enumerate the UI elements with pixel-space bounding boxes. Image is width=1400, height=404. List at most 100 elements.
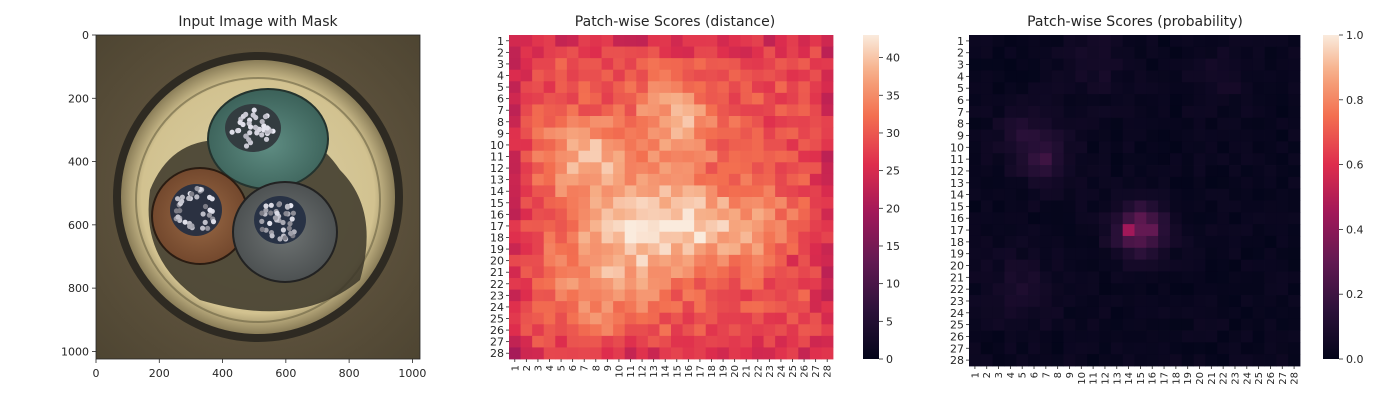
heatmap-cell: [775, 301, 788, 314]
heatmap-cell: [1028, 188, 1041, 201]
heatmap-cell: [1051, 153, 1064, 166]
heatmap-cell: [717, 278, 730, 290]
heatmap-cell: [717, 220, 730, 233]
heatmap-cell: [1039, 224, 1053, 237]
heatmap-cell: [1063, 153, 1076, 166]
heatmap-cell: [1004, 70, 1017, 83]
heatmap-cell: [578, 81, 591, 94]
heatmap-cell: [624, 104, 637, 117]
heatmap-cell: [1146, 105, 1159, 119]
heatmap-cell: [532, 92, 545, 105]
heatmap-cell: [520, 208, 533, 221]
heatmap-cell: [1193, 306, 1206, 320]
heatmap-cell: [763, 278, 776, 290]
heatmap-cell: [1075, 153, 1088, 166]
heatmap-cell: [728, 81, 741, 94]
heatmap-cell: [520, 301, 533, 314]
heatmap-cell: [775, 127, 788, 140]
heatmap-cell: [1004, 176, 1017, 190]
heatmap-cell: [1229, 70, 1242, 83]
heatmap-cell: [1288, 82, 1301, 95]
heatmap-cell: [682, 301, 695, 314]
heatmap-cell: [636, 220, 649, 233]
heatmap-cell: [705, 254, 718, 267]
heatmap-cell: [763, 254, 776, 267]
heatmap-cell: [705, 58, 718, 71]
heatmap-cell: [775, 139, 788, 152]
heatmap-cell: [682, 104, 695, 117]
heatmap-cell: [1276, 141, 1289, 154]
heatmap-cell: [555, 220, 568, 233]
heatmap-cell: [590, 46, 602, 59]
heatmap-cell: [1063, 212, 1076, 225]
heatmap-cell: [578, 278, 591, 290]
heatmap-cell: [1110, 70, 1124, 83]
heatmap-cell: [671, 69, 683, 82]
heatmap-cell: [671, 335, 683, 348]
heatmap-cell: [1039, 235, 1053, 249]
heatmap-cell: [1122, 82, 1135, 95]
heatmap-cell: [1075, 330, 1088, 343]
heatmap-cell: [969, 165, 982, 178]
heatmap-cell: [1169, 188, 1183, 201]
heatmap-cell: [809, 254, 822, 267]
heatmap-cell: [1229, 176, 1242, 190]
heatmap-cell: [1240, 82, 1254, 95]
heatmap-cell: [763, 139, 776, 152]
heatmap-cell: [728, 116, 741, 128]
heatmap-cell: [1028, 306, 1041, 320]
heatmap-cell: [1146, 330, 1159, 343]
heatmap-cell: [1264, 200, 1277, 213]
heatmap-cell: [694, 185, 707, 198]
heatmap-cell: [682, 139, 695, 152]
heatmap-cell: [980, 176, 994, 190]
heatmap-cell: [705, 243, 718, 256]
col-tick-label: 14: [1124, 372, 1135, 385]
heatmap-cell: [1252, 129, 1265, 142]
heatmap-cell: [659, 173, 672, 186]
heatmap-cell: [566, 46, 579, 59]
heatmap-cell: [1264, 82, 1277, 95]
heatmap-cell: [1063, 295, 1076, 308]
heatmap-cell: [1039, 82, 1053, 95]
heatmap-cell: [740, 92, 753, 105]
heatmap-cell: [555, 324, 568, 337]
heatmap-cell: [1276, 247, 1289, 261]
heatmap-cell: [969, 200, 982, 213]
heatmap-cell: [1146, 342, 1159, 355]
heatmap-cell: [647, 104, 660, 117]
strand: [200, 225, 206, 231]
heatmap-cell: [566, 347, 579, 360]
heatmap-cell: [728, 254, 741, 267]
heatmap-cell: [1217, 283, 1230, 296]
heatmap-cell: [992, 354, 1005, 367]
heatmap-cell: [1252, 35, 1265, 48]
heatmap-cell: [1288, 306, 1301, 320]
heatmap-cell: [543, 173, 556, 186]
heatmap-cell: [705, 139, 718, 152]
strand: [259, 210, 265, 216]
heatmap-cell: [821, 104, 834, 117]
heatmap-cell: [1039, 58, 1053, 71]
heatmap-cell: [636, 116, 649, 128]
heatmap-cell: [775, 104, 788, 117]
heatmap-cell: [740, 35, 753, 47]
heatmap-cell: [1016, 46, 1029, 60]
heatmap-cell: [1051, 295, 1064, 308]
heatmap-cell: [520, 46, 533, 59]
heatmap-cell: [555, 289, 568, 302]
heatmap-cell: [1169, 94, 1183, 107]
strand: [284, 204, 291, 210]
heatmap-cell: [705, 92, 718, 105]
heatmap-cell: [1051, 176, 1064, 190]
heatmap-cell: [1193, 212, 1206, 225]
heatmap-cell: [1134, 330, 1147, 343]
strand: [263, 136, 270, 142]
heatmap-cell: [671, 173, 683, 186]
heatmap-cell: [555, 127, 568, 140]
heatmap-cell: [532, 46, 545, 59]
heatmap-cell: [509, 301, 521, 314]
heatmap-cell: [555, 185, 568, 198]
heatmap-cell: [543, 312, 556, 325]
heatmap-cell: [752, 150, 764, 163]
